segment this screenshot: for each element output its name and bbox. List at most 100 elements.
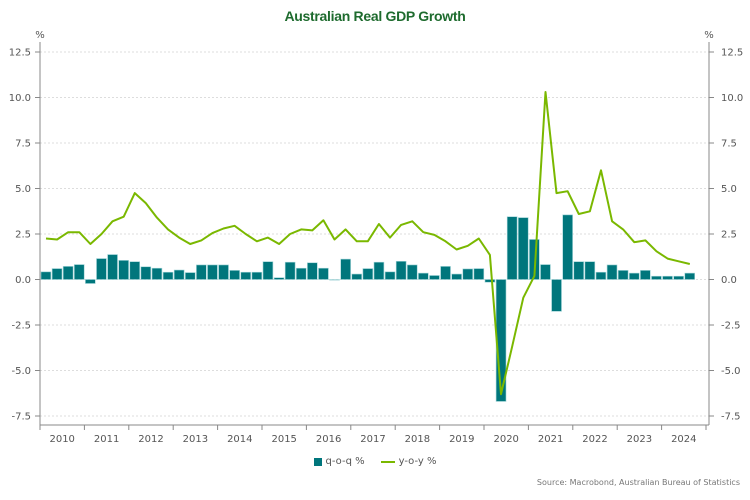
y-tick-label-right: 7.5 [721,139,737,150]
bar-qoq [96,258,107,280]
y-tick-label-right: 5.0 [721,184,737,195]
x-tick-label: 2020 [493,434,518,445]
bar-qoq [74,264,85,280]
bar-qoq [284,261,296,280]
x-tick-label: 2011 [94,434,119,445]
y-tick-label-left: 0.0 [15,275,31,286]
bar-qoq [429,275,440,280]
y-tick-label-left: 2.5 [15,230,31,241]
y-tick-label-left: 12.5 [9,48,31,59]
y-tick-label-right: 2.5 [721,230,737,241]
y-tick-label-right: -7.5 [721,412,741,423]
bar-qoq [118,260,129,280]
legend-item-qoq[interactable]: q-o-q % [313,456,365,467]
y-axis-unit-right: % [704,30,714,41]
bar-qoq [107,254,118,280]
x-tick-label: 2022 [582,434,607,445]
bar-qoq [473,268,485,280]
y-tick-label-right: 12.5 [721,48,743,59]
bar-qoq [595,271,607,280]
bar-qoq [640,270,651,280]
bar-qoq [418,272,429,280]
bar-qoq [162,271,174,280]
bar-qoq [318,267,329,280]
x-tick-label: 2013 [183,434,208,445]
bar-qoq [351,273,362,280]
y-tick-label-right: 0.0 [721,275,737,286]
legend-label-qoq: q-o-q % [325,456,365,467]
x-tick-label: 2017 [360,434,385,445]
x-tick-label: 2024 [671,434,696,445]
bar-qoq [173,269,185,280]
legend-item-yoy[interactable]: y-o-y % [380,456,437,467]
bar-qoq [40,271,52,280]
y-tick-label-left: 10.0 [9,93,31,104]
bar-qoq [62,266,74,280]
y-tick-label-right: 10.0 [721,93,743,104]
bar-qoq [562,214,573,280]
x-tick-label: 2016 [316,434,341,445]
y-tick-label-left: 5.0 [15,184,31,195]
y-tick-label-left: -2.5 [11,321,31,332]
x-tick-label: 2014 [227,434,252,445]
line-series-yoy [45,91,691,396]
bar-qoq [384,271,396,280]
x-tick-label: 2012 [138,434,163,445]
bar-qoq [140,266,152,280]
bar-qoq [628,272,640,280]
bar-qoq [684,272,695,280]
line-yoy [45,91,691,396]
bar-qoq [651,275,662,280]
bar-qoq [229,270,240,280]
x-tick-label: 2019 [449,434,474,445]
bar-qoq [584,261,596,280]
bar-qoq [207,264,218,280]
bar-qoq [340,258,351,280]
x-tick-label: 2018 [405,434,430,445]
bar-qoq [51,268,63,280]
x-tick-label: 2010 [49,434,74,445]
bar-qoq [540,264,551,280]
bar-qoq [295,267,307,280]
bar-qoq [673,275,684,280]
bar-qoq [617,270,629,280]
bar-qoq [151,267,163,280]
x-tick-label: 2023 [627,434,652,445]
legend: q-o-q % y-o-y % [0,456,750,467]
y-tick-label-left: 7.5 [15,139,31,150]
bar-qoq [373,261,385,280]
bar-qoq [329,279,340,281]
bar-qoq [451,273,462,280]
bar-qoq [395,260,407,280]
bar-qoq [240,271,252,280]
bar-qoq [573,261,584,280]
bar-qoq [406,264,418,280]
bar-qoq [606,264,618,280]
x-tick-label: 2015 [271,434,296,445]
bar-qoq [307,262,318,280]
bar-qoq [85,279,96,284]
bar-qoq [529,239,540,280]
bar-qoq [517,217,529,280]
y-axis-unit-left: % [35,30,45,41]
y-tick-label-right: -2.5 [721,321,741,332]
bar-qoq [462,268,473,280]
bar-qoq [551,279,562,312]
bar-qoq [362,268,374,280]
x-tick-label: 2021 [538,434,563,445]
y-tick-label-left: -5.0 [11,366,31,377]
legend-label-yoy: y-o-y % [398,456,437,467]
axes: 12.5 12.5 10.0 10.0 7.5 7.5 5.0 5.0 2.5 2.5 0.0 0.0… [9,42,743,445]
gridlines [40,51,709,417]
bar-qoq [440,266,451,280]
legend-swatch-yoy [380,460,395,463]
bar-series-qoq [40,214,695,402]
bar-qoq [218,264,229,280]
y-tick-label-left: -7.5 [11,412,31,423]
y-tick-label-right: -5.0 [721,366,741,377]
bar-qoq [251,271,263,280]
bar-qoq [262,261,274,280]
bar-qoq [662,275,673,280]
bar-qoq [506,216,518,280]
